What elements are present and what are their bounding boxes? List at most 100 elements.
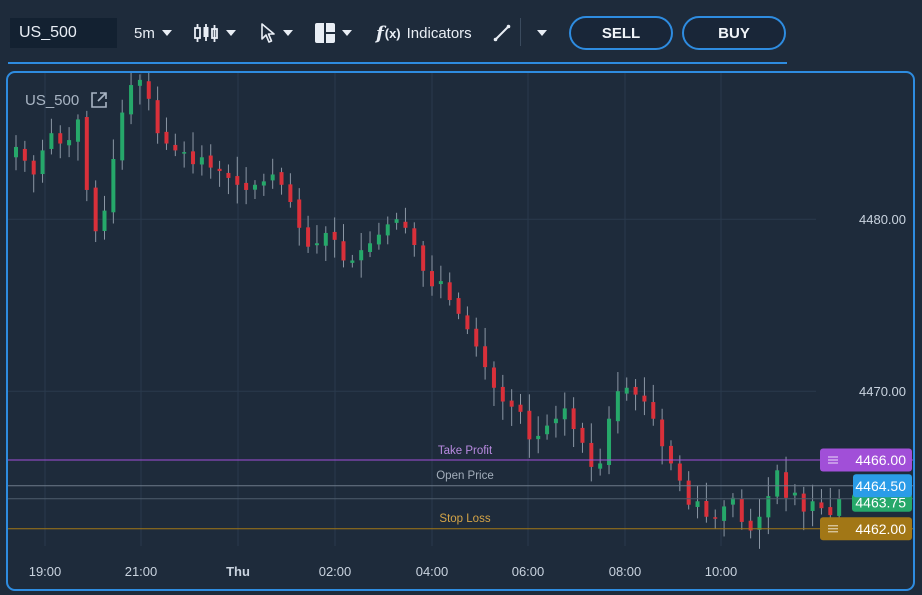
candle-up [40,150,45,175]
candle-up [102,210,107,231]
current-price-tag[interactable]: 4463.75 [852,493,912,512]
cursor-tool-dropdown[interactable] [260,20,293,46]
drawing-tool-dropdown[interactable] [530,20,547,46]
candle-down [306,227,311,247]
candle-down [421,245,426,271]
line-tool-icon [493,24,511,42]
candle-down [430,271,434,287]
candle-down [146,81,151,99]
chevron-down-icon [342,30,352,36]
timeframe-label: 5m [134,24,155,42]
candle-up [545,425,550,435]
candle-up [314,243,319,246]
candle-up [359,250,364,261]
candle-up [722,506,727,521]
candle-up [111,159,116,213]
drawing-tool-button[interactable] [493,20,511,46]
candle-up [536,435,541,440]
chart-symbol-label: US_500 [25,92,80,109]
candle-down [456,298,461,314]
x-tick-label: 08:00 [609,564,642,579]
candle-up [137,79,142,86]
candle-down [31,160,36,175]
candle-down [580,427,585,443]
candle-down [589,442,594,467]
open-price-label: Open Price [436,470,494,482]
symbol-input[interactable]: US_500 [10,18,117,48]
candle-up [385,224,390,236]
candle-down [483,346,488,368]
candle-up [376,234,381,245]
candle-down [235,176,240,185]
chevron-down-icon [537,30,547,36]
candle-down [332,231,337,240]
toolbar: US_500 5m f (x) Indicator [0,0,922,66]
toolbar-divider [520,18,521,46]
current-price-tag-bg [852,493,912,512]
candle-down [784,472,789,498]
function-icon: f [376,22,384,44]
candle-down [465,315,470,330]
candle-down [217,168,222,172]
open-price-tag[interactable]: 4464.50 [853,474,912,498]
buy-button[interactable]: BUY [682,16,786,50]
candle-down [828,507,833,516]
candle-up [598,463,603,469]
stop-loss-price-tag[interactable]: 4462.00 [820,517,912,541]
stop-loss-label: Stop Loss [439,513,490,525]
take-profit-price-tag-text: 4466.00 [855,452,906,468]
x-tick-label: 04:00 [416,564,449,579]
candlestick-chart[interactable]: 19:00 21:00 Thu 02:00 04:00 06:00 08:00 10:00 44… [8,73,913,589]
open-external-icon[interactable] [90,91,108,109]
candle-up [775,470,780,497]
candle-down [801,493,806,512]
candle-down [173,144,178,151]
candle-down [651,402,656,419]
candle-down [403,221,408,228]
candle-up [350,260,355,263]
candle-up [49,133,54,149]
chevron-down-icon [226,30,236,36]
candle-up [261,181,266,186]
candle-down [509,400,514,407]
candlestick-icon [194,24,218,42]
take-profit-price-tag-bg [820,448,912,472]
candle-up [199,157,204,165]
timeframe-dropdown[interactable]: 5m [134,20,172,46]
candle-down [633,386,638,395]
x-tick-label: 06:00 [512,564,545,579]
indicators-label: Indicators [406,24,472,42]
candle-down [518,404,523,412]
candle-up [14,146,18,158]
candle-up [182,152,187,154]
candle-up [607,418,612,465]
candle-down [191,151,196,165]
candle-down [819,502,824,509]
take-profit-price-tag[interactable]: 4466.00 [820,448,912,472]
stop-loss-price-tag-bg [820,517,912,541]
indicators-button[interactable]: f (x) Indicators [376,20,472,46]
x-tick-label: 19:00 [29,564,62,579]
open-price-tag-bg [853,474,912,498]
sell-button[interactable]: SELL [569,16,673,50]
candle-down [244,182,249,190]
chart-type-dropdown[interactable] [193,20,236,46]
toolbar-underline [8,62,787,64]
chart-panel[interactable]: 19:00 21:00 Thu 02:00 04:00 06:00 08:00 10:00 44… [6,71,915,591]
candle-down [686,480,691,505]
candle-down [208,155,213,168]
y-tick-label: 4480.00 [859,212,906,227]
candle-up [730,497,735,505]
candle-up [75,119,80,142]
candle-down [474,328,479,347]
candle-down [739,498,744,522]
candle-up [270,174,275,181]
candle-down [713,517,718,519]
candle-down [660,419,665,447]
candle-up [810,501,815,511]
x-tick-label: 10:00 [705,564,738,579]
candle-down [491,367,496,388]
layout-dropdown[interactable] [315,20,352,46]
candle-up [615,391,620,422]
candle-down [704,501,709,517]
